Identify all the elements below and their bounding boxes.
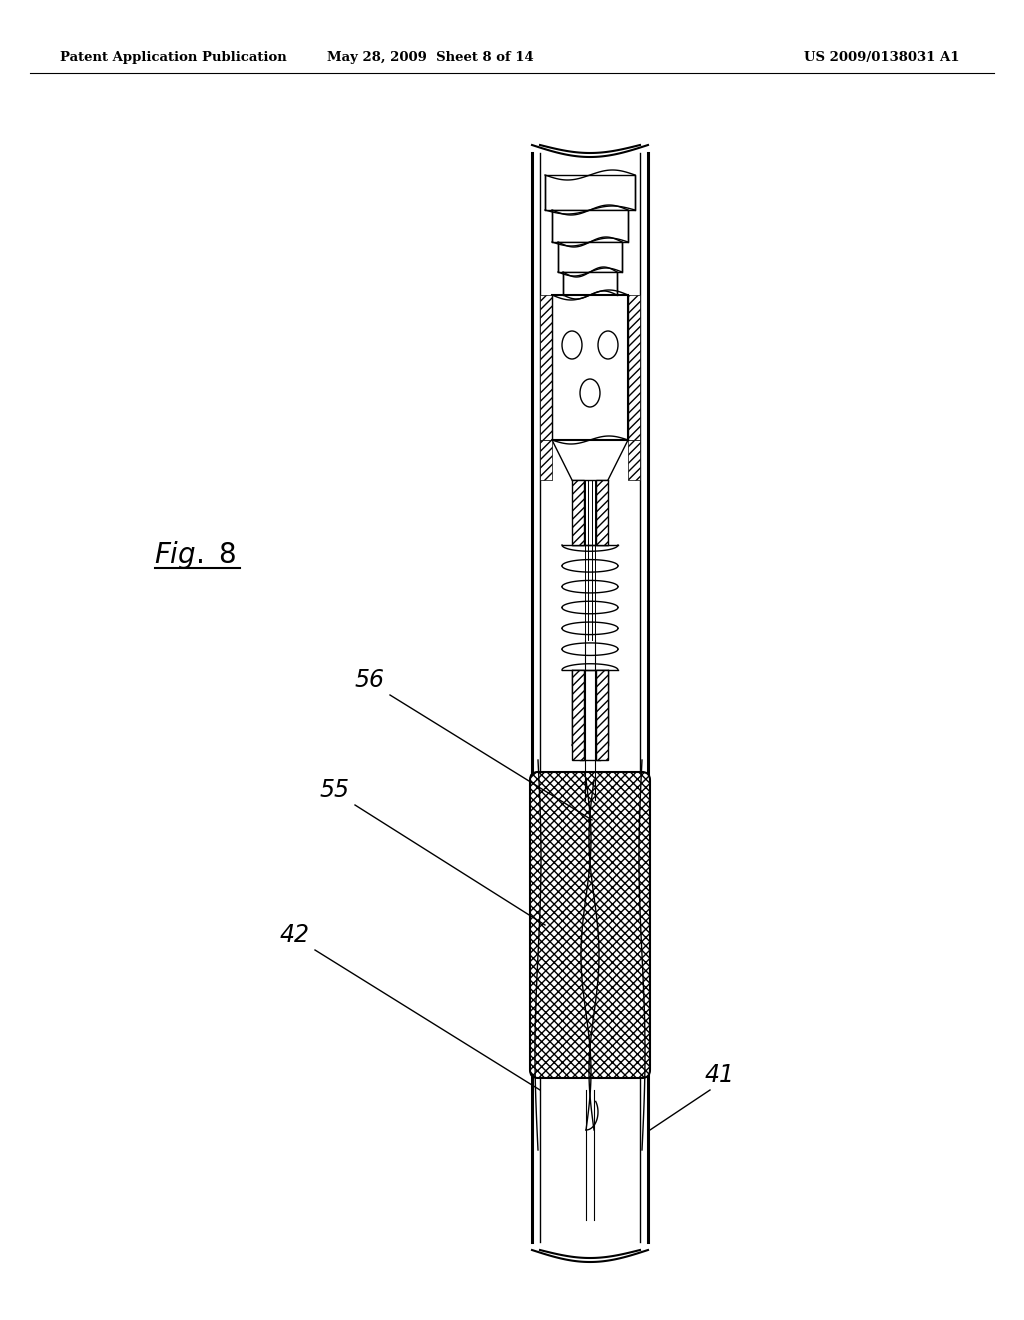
Bar	[540, 440, 552, 480]
Text: 55: 55	[319, 777, 350, 803]
Text: 56: 56	[355, 668, 385, 692]
Ellipse shape	[580, 379, 600, 407]
Bar	[628, 294, 640, 440]
Bar	[596, 480, 608, 545]
Bar	[563, 272, 617, 294]
Bar	[552, 210, 628, 242]
Bar	[596, 671, 608, 760]
Text: 41: 41	[705, 1063, 735, 1086]
Ellipse shape	[598, 331, 618, 359]
Ellipse shape	[562, 331, 582, 359]
Text: Patent Application Publication: Patent Application Publication	[60, 51, 287, 65]
Bar	[545, 176, 635, 210]
FancyBboxPatch shape	[530, 772, 650, 1078]
Bar	[552, 294, 628, 440]
Bar	[572, 671, 584, 760]
Bar	[628, 440, 640, 480]
Bar	[540, 294, 552, 440]
Text: 42: 42	[280, 923, 310, 946]
Text: $\mathit{Fig.\ 8}$: $\mathit{Fig.\ 8}$	[154, 539, 237, 572]
Text: US 2009/0138031 A1: US 2009/0138031 A1	[805, 51, 961, 65]
Bar	[558, 242, 622, 272]
Bar	[572, 480, 584, 545]
Text: May 28, 2009  Sheet 8 of 14: May 28, 2009 Sheet 8 of 14	[327, 51, 534, 65]
